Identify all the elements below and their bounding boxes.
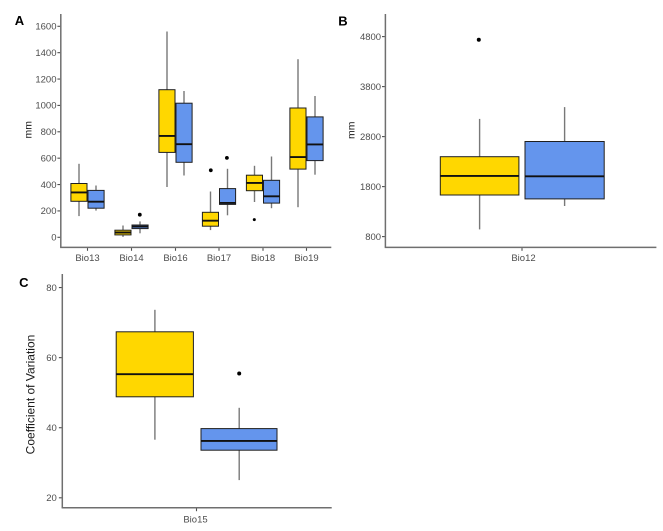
svg-text:80: 80 [46, 283, 57, 294]
svg-text:Bio12: Bio12 [511, 253, 535, 264]
svg-text:Bio14: Bio14 [119, 253, 143, 264]
svg-text:B: B [338, 13, 347, 28]
svg-text:600: 600 [41, 153, 57, 164]
svg-text:800: 800 [41, 127, 57, 138]
svg-text:Bio17: Bio17 [207, 253, 231, 264]
svg-text:Bio13: Bio13 [75, 253, 99, 264]
svg-text:20: 20 [46, 493, 57, 504]
svg-text:1200: 1200 [35, 74, 56, 85]
svg-text:60: 60 [46, 353, 57, 364]
svg-text:C: C [19, 275, 29, 290]
svg-text:Coefficient of Variation: Coefficient of Variation [23, 335, 37, 455]
svg-text:A: A [15, 13, 25, 28]
svg-text:1600: 1600 [35, 22, 56, 33]
svg-text:2800: 2800 [360, 132, 381, 143]
svg-text:Bio16: Bio16 [163, 253, 187, 264]
svg-text:200: 200 [41, 206, 57, 217]
svg-text:1800: 1800 [360, 182, 381, 193]
svg-text:Bio18: Bio18 [251, 253, 275, 264]
svg-text:3800: 3800 [360, 82, 381, 93]
svg-text:1400: 1400 [35, 48, 56, 59]
svg-text:0: 0 [51, 233, 56, 244]
svg-text:1000: 1000 [35, 101, 56, 112]
svg-text:mm: mm [345, 121, 357, 139]
svg-text:4800: 4800 [360, 32, 381, 43]
svg-text:Bio15: Bio15 [183, 514, 207, 525]
svg-text:40: 40 [46, 423, 57, 434]
svg-text:mm: mm [23, 121, 35, 139]
svg-text:800: 800 [365, 232, 381, 243]
svg-text:Bio19: Bio19 [294, 253, 318, 264]
svg-text:400: 400 [41, 180, 57, 191]
